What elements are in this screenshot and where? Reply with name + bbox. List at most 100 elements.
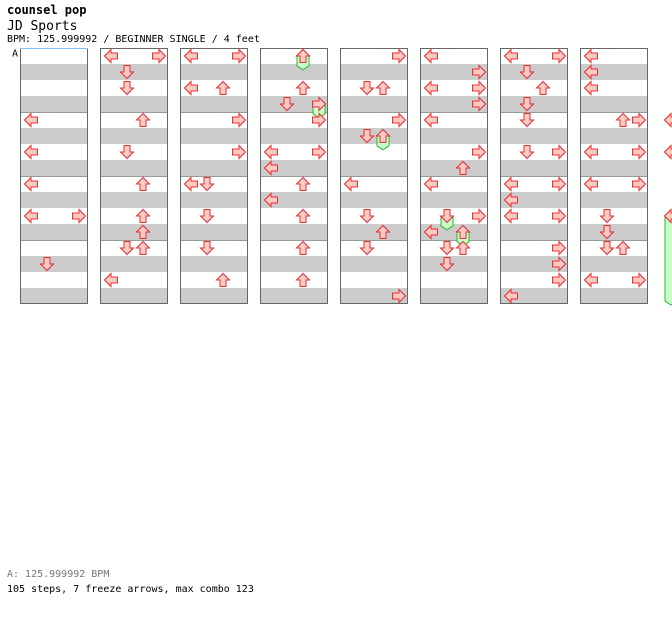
beat-stripe [180, 256, 248, 272]
step-arrow-right [552, 208, 567, 224]
step-arrow-down [519, 97, 535, 112]
step-arrow-left [183, 176, 198, 192]
step-arrow-left [423, 224, 438, 240]
step-arrow-up [295, 176, 311, 191]
step-arrow-right [232, 144, 247, 160]
step-arrow-left [263, 160, 278, 176]
step-arrow-right [312, 144, 327, 160]
beat-stripe [20, 96, 88, 112]
step-arrow-right [392, 288, 407, 304]
beat-stripe [100, 288, 168, 304]
beat-stripe [500, 192, 568, 208]
beat-stripe [500, 224, 568, 240]
beat-stripe [260, 256, 328, 272]
step-arrow-right [232, 112, 247, 128]
step-arrow-up [295, 48, 311, 63]
beat-stripe [180, 288, 248, 304]
beat-stripe [500, 160, 568, 176]
beat-stripe [580, 96, 648, 112]
column-border [260, 48, 328, 304]
column-border [580, 48, 648, 304]
beat-stripe [100, 192, 168, 208]
beat-stripe [580, 288, 648, 304]
beat-stripe [20, 192, 88, 208]
beat-stripe [100, 128, 168, 144]
step-arrow-right [312, 96, 327, 112]
step-arrow-left [423, 48, 438, 64]
step-arrow-up [135, 224, 151, 239]
artist-name: JD Sports [7, 19, 78, 34]
step-arrow-right [632, 144, 647, 160]
beat-stripe [500, 256, 568, 272]
beat-stripe [260, 288, 328, 304]
beat-stripe [340, 288, 408, 304]
step-arrow-right [392, 48, 407, 64]
beat-stripe [260, 224, 328, 240]
beat-stripe [20, 288, 88, 304]
step-arrow-up [135, 176, 151, 191]
step-arrow-down [199, 209, 215, 224]
beat-stripe [420, 192, 488, 208]
step-arrow-left [583, 144, 598, 160]
step-arrow-left [103, 48, 118, 64]
beat-stripe [100, 224, 168, 240]
step-arrow-left [183, 48, 198, 64]
step-arrow-down [199, 241, 215, 256]
step-arrow-left [23, 144, 38, 160]
step-arrow-right [632, 112, 647, 128]
step-arrow-down [519, 113, 535, 128]
step-arrow-down [39, 257, 55, 272]
step-arrow-right [632, 176, 647, 192]
beat-stripe [100, 96, 168, 112]
step-arrow-right [472, 96, 487, 112]
step-arrow-up [615, 240, 631, 255]
beat-stripe [500, 288, 568, 304]
step-arrow-left [583, 272, 598, 288]
step-arrow-left [663, 208, 672, 224]
step-arrow-left [503, 176, 518, 192]
beat-stripe [580, 256, 648, 272]
beat-stripe [340, 224, 408, 240]
beat-stripe [180, 224, 248, 240]
step-arrow-left [23, 208, 38, 224]
column-border [100, 48, 168, 304]
step-arrow-down [359, 209, 375, 224]
step-arrow-up [375, 128, 391, 143]
beat-stripe [20, 160, 88, 176]
beat-stripe [20, 128, 88, 144]
beat-stripe [260, 160, 328, 176]
step-arrow-down [119, 81, 135, 96]
step-arrow-right [392, 112, 407, 128]
step-arrow-up [455, 160, 471, 175]
beat-stripe [420, 64, 488, 80]
step-arrow-left [23, 112, 38, 128]
beat-stripe [180, 64, 248, 80]
step-arrow-left [103, 272, 118, 288]
step-arrow-down [439, 241, 455, 256]
beat-stripe [580, 160, 648, 176]
step-arrow-down [519, 145, 535, 160]
step-arrow-down [119, 145, 135, 160]
step-arrow-up [135, 208, 151, 223]
beat-stripe [580, 64, 648, 80]
step-arrow-left [263, 144, 278, 160]
chart-info: BPM: 125.999992 / BEGINNER SINGLE / 4 fe… [7, 34, 260, 45]
beat-stripe [180, 160, 248, 176]
step-arrow-down [199, 177, 215, 192]
beat-stripe [180, 128, 248, 144]
step-arrow-left [503, 48, 518, 64]
beat-stripe [260, 192, 328, 208]
bpm-legend: A: 125.999992 BPM [7, 569, 110, 580]
step-arrow-up [535, 80, 551, 95]
step-arrow-left [423, 112, 438, 128]
step-arrow-down [279, 97, 295, 112]
beat-stripe [420, 96, 488, 112]
column-border [500, 48, 568, 304]
beat-stripe [20, 224, 88, 240]
column-border [340, 48, 408, 304]
step-arrow-up [295, 208, 311, 223]
step-arrow-right [552, 144, 567, 160]
beat-stripe [100, 256, 168, 272]
beat-stripe [340, 192, 408, 208]
